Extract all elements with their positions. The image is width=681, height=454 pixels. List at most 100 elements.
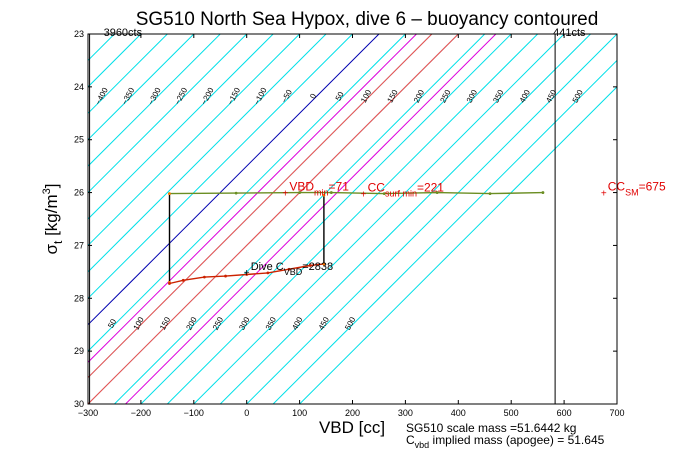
contour-line: [88, 34, 300, 247]
marker-plus: +: [361, 190, 367, 201]
contour-line-red: [88, 34, 433, 379]
annotations: +VBDmin=71+CCsurf min=221 +CCSM=675+Dive …: [244, 180, 666, 279]
data-point: [234, 191, 238, 195]
contour-label: 0: [308, 92, 318, 101]
footer-implied-mass: Cvbd implied mass (apogee) = 51.645: [406, 433, 605, 450]
marker-label-sub: surf min: [385, 189, 417, 199]
x-tick-label: 700: [609, 408, 624, 418]
footer-cvbd-sub: vbd: [415, 440, 430, 450]
data-point: [488, 192, 492, 196]
y-axis-label-unit: [kg/m: [42, 194, 61, 240]
vbd-max-limit-label: 441cts: [553, 27, 586, 39]
contour-line-red: [88, 34, 459, 404]
contour-line: [219, 34, 591, 404]
marker-label-main: Dive C: [251, 261, 284, 273]
data-point: [266, 271, 270, 275]
contour-line: [193, 34, 565, 404]
contour-line: [88, 34, 195, 141]
marker-label-sub: min: [314, 188, 329, 198]
y-tick-label: 29: [74, 346, 84, 356]
marker-plus: +: [601, 189, 607, 200]
contour-line: [166, 34, 539, 404]
y-tick-label: 27: [74, 240, 84, 250]
data-point: [329, 191, 333, 194]
footer-implied-rest: implied mass (apogee) = 51.645: [429, 433, 604, 447]
y-tick-label: 30: [74, 399, 84, 409]
marker-plus: +: [244, 268, 250, 279]
x-tick-label: 500: [504, 408, 519, 418]
marker-label-value: =71: [329, 180, 350, 194]
y-tick-label: 24: [74, 82, 84, 92]
x-tick-label: 600: [557, 408, 572, 418]
contour-line: [140, 34, 512, 404]
contour-line: [88, 34, 248, 194]
contour-line: [114, 34, 486, 404]
x-tick-label: 0: [244, 408, 249, 418]
contour-line: [88, 34, 406, 352]
marker-label: CCSM=675: [608, 180, 666, 198]
dive-track: [168, 191, 545, 285]
data-point: [287, 267, 291, 271]
x-tick-label: 100: [292, 408, 307, 418]
marker-label-sub: SM: [625, 188, 639, 198]
marker-label-value: =221: [417, 181, 444, 195]
contour-line: [299, 86, 617, 404]
data-point: [245, 273, 249, 276]
data-point: [181, 278, 185, 282]
footer-scale-mass: SG510 scale mass =51.6442 kg: [406, 421, 576, 435]
marker-label-value: =2838: [302, 261, 333, 273]
x-axis-ticks: −300 −200 −100 0 100 200 300 400 500 600 700: [78, 34, 625, 418]
contour-line: [272, 59, 617, 404]
x-tick-label: −300: [78, 408, 98, 418]
contour-lines: [88, 34, 617, 404]
data-point: [308, 264, 312, 267]
x-tick-label: −100: [184, 408, 204, 418]
data-point: [168, 192, 171, 196]
marker-label: VBDmin=71: [289, 180, 349, 198]
data-point: [224, 274, 227, 278]
y-axis-label-exp: 3: [41, 188, 53, 194]
y-tick-label: 26: [74, 188, 84, 198]
vbd-min-limit-label: 3960cts: [104, 27, 143, 39]
data-point: [322, 193, 326, 197]
footer-cvbd: C: [406, 433, 415, 447]
y-axis-label-close: ]: [42, 184, 61, 189]
y-axis-label-sub: t: [51, 240, 65, 244]
contour-line: [88, 34, 168, 114]
x-tick-label: 400: [451, 408, 466, 418]
marker-plus: +: [282, 189, 288, 200]
data-point: [382, 192, 386, 196]
marker-label: Dive CVBD=2838: [251, 261, 333, 277]
data-point: [298, 191, 301, 194]
marker-label-value: =675: [639, 180, 666, 194]
data-point: [202, 275, 206, 279]
y-tick-label: 28: [74, 293, 84, 303]
x-tick-label: 300: [398, 408, 413, 418]
y-axis-label-sigma: σ: [42, 244, 61, 255]
dive-track-series-0: [169, 191, 543, 195]
contour-line: [88, 34, 221, 167]
marker-label-sub: VBD: [284, 267, 303, 277]
contour-line-zero: [88, 34, 380, 326]
y-tick-label: 25: [74, 135, 84, 145]
x-axis-label: VBD [cc]: [319, 418, 385, 437]
data-point: [322, 262, 326, 266]
contour-line: [88, 34, 353, 299]
data-point: [541, 191, 545, 194]
vbd-limit-lines: 3960cts 441cts: [89, 27, 586, 404]
x-tick-label: −200: [131, 408, 151, 418]
data-point: [168, 282, 171, 285]
marker-label-main: VBD: [289, 180, 314, 194]
marker-label: CCsurf min=221: [368, 181, 445, 199]
contour-line-magenta: [88, 34, 417, 363]
marker-label-main: CC: [368, 181, 386, 195]
y-tick-label: 23: [74, 29, 84, 39]
x-tick-label: 200: [345, 408, 360, 418]
y-axis-ticks: 23 24 25 26 27 28 29 30: [74, 29, 617, 409]
contour-line: [88, 34, 274, 220]
chart-title: SG510 North Sea Hypox, dive 6 – buoyancy…: [136, 9, 599, 30]
contour-line: [88, 34, 327, 273]
y-axis-label: σt [kg/m3]: [41, 184, 65, 255]
contour-line-magenta: [125, 34, 497, 404]
